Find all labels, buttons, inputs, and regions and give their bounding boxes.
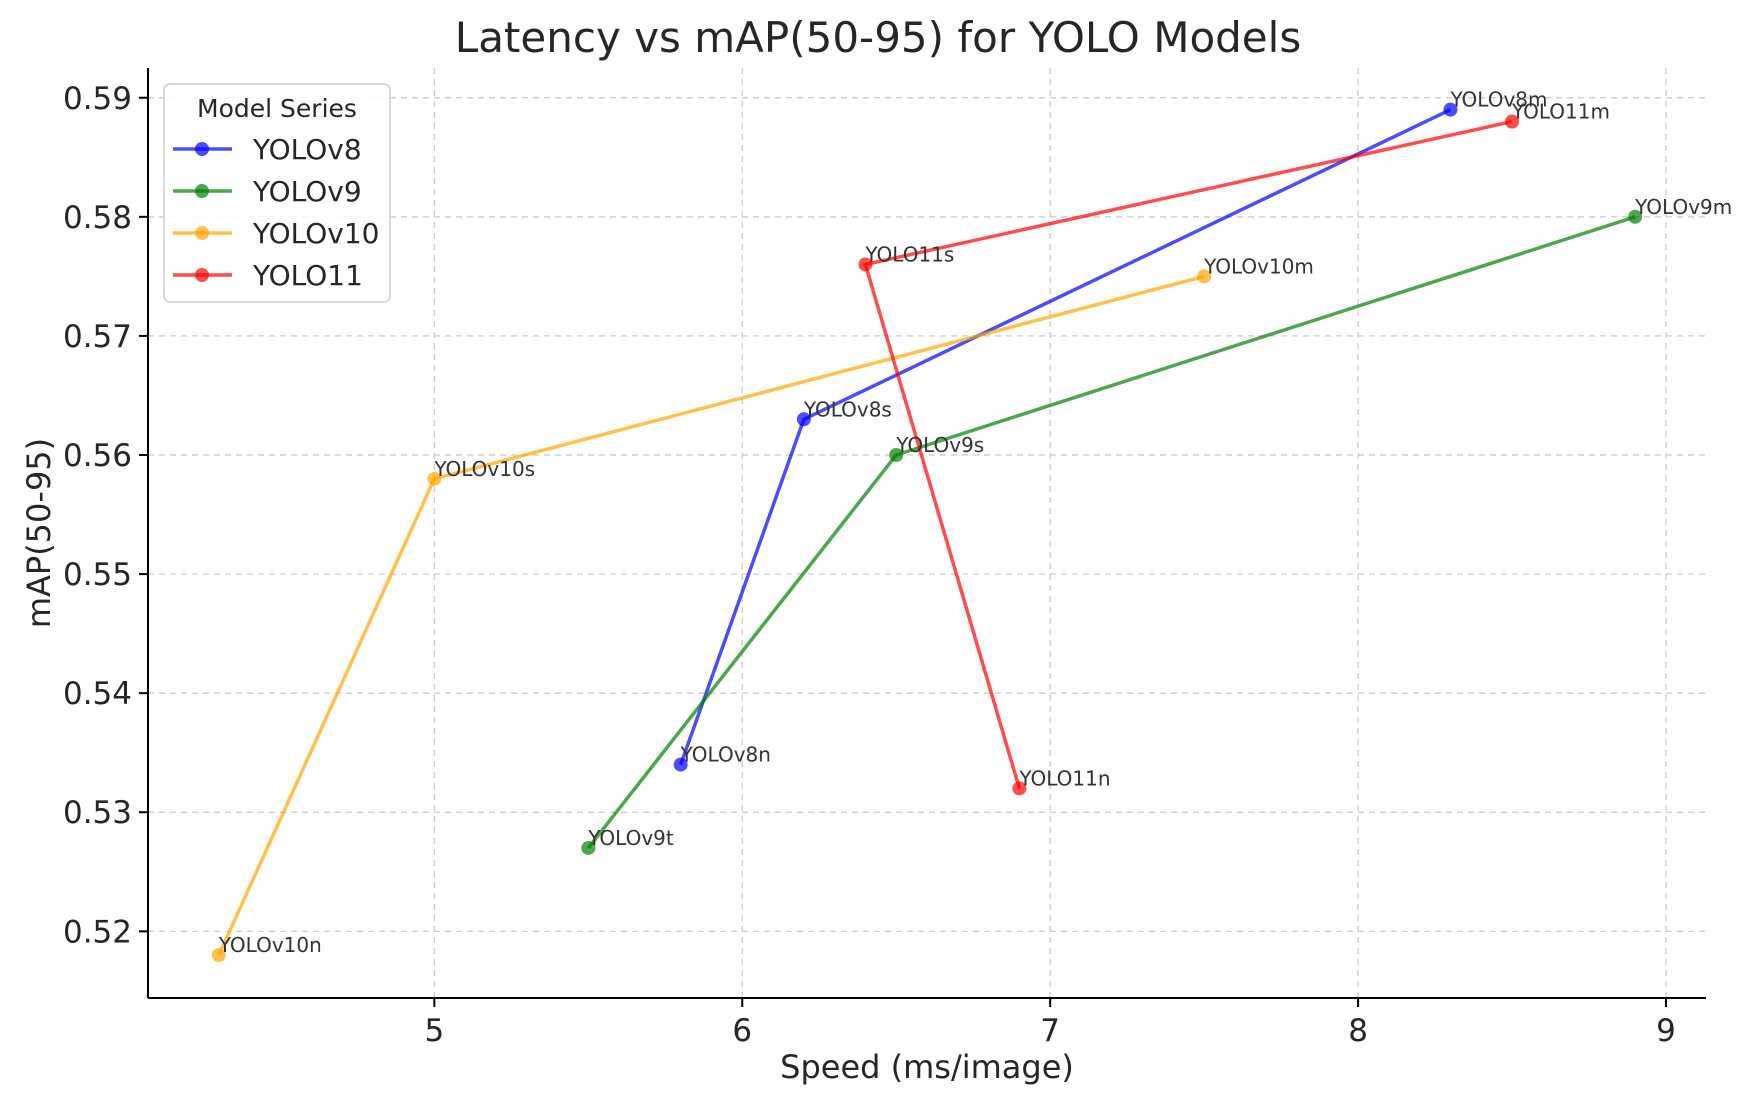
legend-label-yolov10: YOLOv10	[252, 217, 379, 250]
legend-marker-yolo11	[195, 268, 209, 282]
legend: Model Series YOLOv8 YOLOv9 YOLOv10 YOLO11	[163, 83, 391, 303]
legend-box	[163, 83, 391, 303]
data-point-yolov9s	[889, 448, 904, 463]
data-label-yolov10n: YOLOv10n	[218, 933, 322, 957]
legend-marker-yolov8	[195, 142, 209, 156]
x-axis-label: Speed (ms/image)	[780, 1048, 1074, 1086]
series-line-yolov8	[679, 108, 1452, 766]
data-point-yolo11n	[1012, 781, 1027, 796]
y-axis-label: mAP(50-95)	[20, 438, 58, 628]
data-point-yolov10s	[427, 471, 442, 486]
legend-entries: YOLOv8 YOLOv9 YOLOv10 YOLO11	[173, 133, 379, 292]
data-label-yolov10s: YOLOv10s	[433, 457, 535, 481]
x-tick-label: 9	[1656, 1013, 1676, 1049]
x-tick-label: 8	[1348, 1013, 1368, 1049]
legend-label-yolov9: YOLOv9	[252, 175, 362, 208]
data-point-yolov9t	[581, 840, 596, 855]
legend-marker-yolov9	[195, 184, 209, 198]
data-label-yolov8n: YOLOv8n	[680, 743, 771, 767]
legend-title: Model Series	[197, 94, 357, 123]
y-tick-label: 0.59	[63, 81, 132, 117]
data-label-yolov8m: YOLOv8m	[1449, 88, 1547, 112]
y-tick-label: 0.56	[63, 438, 132, 474]
data-label-yolov9s: YOLOv9s	[895, 433, 984, 457]
y-tick-label: 0.58	[63, 200, 132, 236]
ticks: 5 6 7 8 9 0.52 0.53 0.54 0.55 0.56 0.57 0.58 0.59	[63, 81, 1676, 1049]
legend-marker-yolov10	[195, 226, 209, 240]
point-labels: YOLOv8n YOLOv8s YOLOv8m YOLOv9t YOLOv9s YOLOv…	[218, 88, 1732, 957]
y-tick-label: 0.54	[63, 676, 132, 712]
data-point-yolo11s	[858, 257, 873, 272]
plot-series	[211, 102, 1643, 963]
chart-title: Latency vs mAP(50-95) for YOLO Models	[455, 13, 1301, 62]
y-tick-label: 0.57	[63, 319, 132, 355]
data-point-yolov8s	[796, 412, 811, 427]
data-point-yolov10m	[1197, 269, 1212, 284]
data-label-yolov10m: YOLOv10m	[1203, 254, 1314, 278]
data-label-yolov9t: YOLOv9t	[587, 826, 674, 850]
data-point-yolo11m	[1505, 114, 1520, 129]
data-label-yolo11m: YOLO11m	[1511, 100, 1610, 124]
legend-label-yolov8: YOLOv8	[252, 133, 362, 166]
data-point-yolov8m	[1443, 102, 1458, 117]
data-point-yolov8n	[673, 757, 688, 772]
x-tick-label: 5	[424, 1013, 444, 1049]
y-tick-label: 0.55	[63, 557, 132, 593]
y-tick-label: 0.52	[63, 914, 132, 950]
data-label-yolo11s: YOLO11s	[864, 242, 954, 266]
data-label-yolo11n: YOLO11n	[1018, 766, 1110, 790]
axes	[147, 68, 1706, 999]
x-tick-label: 7	[1040, 1013, 1060, 1049]
series-line-yolov10	[217, 274, 1205, 956]
y-tick-label: 0.53	[63, 795, 132, 831]
data-point-yolov10n	[211, 948, 226, 963]
data-point-yolov9m	[1628, 209, 1643, 224]
x-tick-label: 6	[732, 1013, 752, 1049]
data-label-yolov9m: YOLOv9m	[1634, 195, 1732, 219]
legend-label-yolo11: YOLO11	[252, 259, 363, 292]
data-label-yolov8s: YOLOv8s	[803, 397, 892, 421]
